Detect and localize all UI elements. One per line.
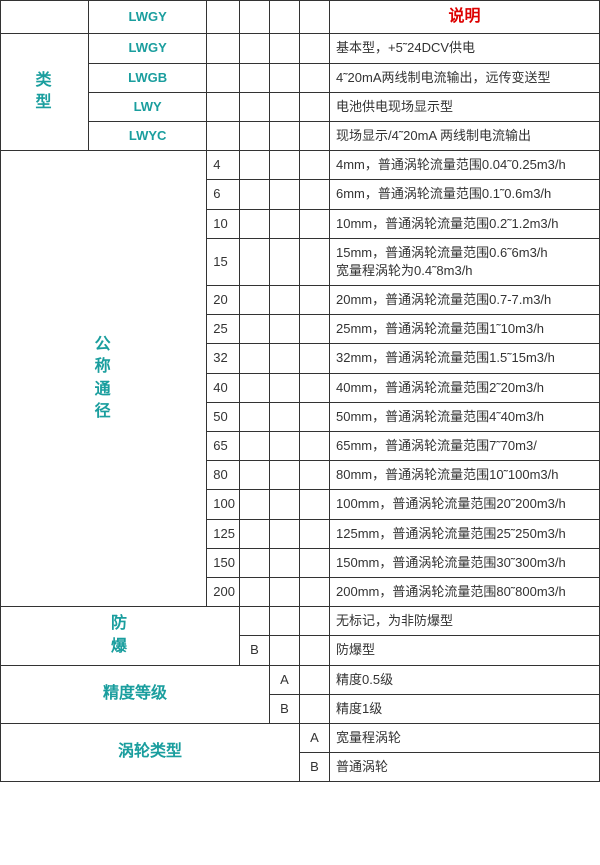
turbine-code: B bbox=[300, 753, 330, 782]
diameter-code: 125 bbox=[207, 519, 240, 548]
type-desc: 4˜20mA两线制电流输出，远传变送型 bbox=[330, 63, 600, 92]
explosion-desc: 无标记，为非防爆型 bbox=[330, 607, 600, 636]
diameter-code: 150 bbox=[207, 548, 240, 577]
category-explosion-label: 防 爆 bbox=[1, 607, 240, 665]
type-row: LWYC 现场显示/4˜20mA 两线制电流输出 bbox=[1, 121, 600, 150]
diameter-code: 50 bbox=[207, 402, 240, 431]
diameter-code: 80 bbox=[207, 461, 240, 490]
header-desc: 说明 bbox=[330, 1, 600, 34]
header-row: LWGY 说明 bbox=[1, 1, 600, 34]
type-row: 类 型 LWGY 基本型，+5˜24DCV供电 bbox=[1, 34, 600, 63]
diameter-code: 100 bbox=[207, 490, 240, 519]
category-diameter-label: 公 称 通 径 bbox=[1, 151, 207, 607]
accuracy-code: A bbox=[270, 665, 300, 694]
type-code: LWYC bbox=[89, 121, 207, 150]
turbine-desc: 宽量程涡轮 bbox=[330, 723, 600, 752]
diameter-code: 65 bbox=[207, 432, 240, 461]
diameter-code: 200 bbox=[207, 577, 240, 606]
diameter-desc: 200mm，普通涡轮流量范围80˜800m3/h bbox=[330, 577, 600, 606]
diameter-code: 10 bbox=[207, 209, 240, 238]
explosion-desc: 防爆型 bbox=[330, 636, 600, 665]
explosion-code: B bbox=[240, 636, 270, 665]
type-desc: 基本型，+5˜24DCV供电 bbox=[330, 34, 600, 63]
type-desc: 现场显示/4˜20mA 两线制电流输出 bbox=[330, 121, 600, 150]
category-accuracy-label: 精度等级 bbox=[1, 665, 270, 723]
explosion-code bbox=[240, 607, 270, 636]
turbine-code: A bbox=[300, 723, 330, 752]
diameter-row: 公 称 通 径 4 4mm，普通涡轮流量范围0.04˜0.25m3/h bbox=[1, 151, 600, 180]
diameter-code: 20 bbox=[207, 286, 240, 315]
type-row: LWY 电池供电现场显示型 bbox=[1, 92, 600, 121]
diameter-code: 32 bbox=[207, 344, 240, 373]
diameter-desc: 20mm，普通涡轮流量范围0.7-7.m3/h bbox=[330, 286, 600, 315]
diameter-desc: 65mm，普通涡轮流量范围7˜70m3/ bbox=[330, 432, 600, 461]
diameter-desc: 25mm，普通涡轮流量范围1˜10m3/h bbox=[330, 315, 600, 344]
diameter-desc: 10mm，普通涡轮流量范围0.2˜1.2m3/h bbox=[330, 209, 600, 238]
type-code: LWGB bbox=[89, 63, 207, 92]
type-code: LWGY bbox=[89, 34, 207, 63]
diameter-desc: 40mm，普通涡轮流量范围2˜20m3/h bbox=[330, 373, 600, 402]
diameter-desc: 150mm，普通涡轮流量范围30˜300m3/h bbox=[330, 548, 600, 577]
diameter-code: 40 bbox=[207, 373, 240, 402]
type-code: LWY bbox=[89, 92, 207, 121]
diameter-code: 15 bbox=[207, 238, 240, 285]
diameter-desc: 125mm，普通涡轮流量范围25˜250m3/h bbox=[330, 519, 600, 548]
spec-table: LWGY 说明 类 型 LWGY 基本型，+5˜24DCV供电 LWGB 4˜2… bbox=[0, 0, 600, 782]
type-row: LWGB 4˜20mA两线制电流输出，远传变送型 bbox=[1, 63, 600, 92]
explosion-row: 防 爆 无标记，为非防爆型 bbox=[1, 607, 600, 636]
diameter-desc: 4mm，普通涡轮流量范围0.04˜0.25m3/h bbox=[330, 151, 600, 180]
turbine-row: 涡轮类型 A 宽量程涡轮 bbox=[1, 723, 600, 752]
diameter-desc: 6mm，普通涡轮流量范围0.1˜0.6m3/h bbox=[330, 180, 600, 209]
diameter-desc: 15mm，普通涡轮流量范围0.6˜6m3/h 宽量程涡轮为0.4˜8m3/h bbox=[330, 238, 600, 285]
category-type-label: 类 型 bbox=[1, 34, 89, 151]
header-lwgy: LWGY bbox=[89, 1, 207, 34]
diameter-desc: 50mm，普通涡轮流量范围4˜40m3/h bbox=[330, 402, 600, 431]
accuracy-desc: 精度1级 bbox=[330, 694, 600, 723]
diameter-desc: 32mm，普通涡轮流量范围1.5˜15m3/h bbox=[330, 344, 600, 373]
diameter-desc: 100mm，普通涡轮流量范围20˜200m3/h bbox=[330, 490, 600, 519]
diameter-code: 6 bbox=[207, 180, 240, 209]
turbine-desc: 普通涡轮 bbox=[330, 753, 600, 782]
category-turbine-label: 涡轮类型 bbox=[1, 723, 300, 781]
accuracy-code: B bbox=[270, 694, 300, 723]
type-desc: 电池供电现场显示型 bbox=[330, 92, 600, 121]
diameter-desc: 80mm，普通涡轮流量范围10˜100m3/h bbox=[330, 461, 600, 490]
diameter-code: 25 bbox=[207, 315, 240, 344]
accuracy-row: 精度等级 A 精度0.5级 bbox=[1, 665, 600, 694]
diameter-code: 4 bbox=[207, 151, 240, 180]
accuracy-desc: 精度0.5级 bbox=[330, 665, 600, 694]
